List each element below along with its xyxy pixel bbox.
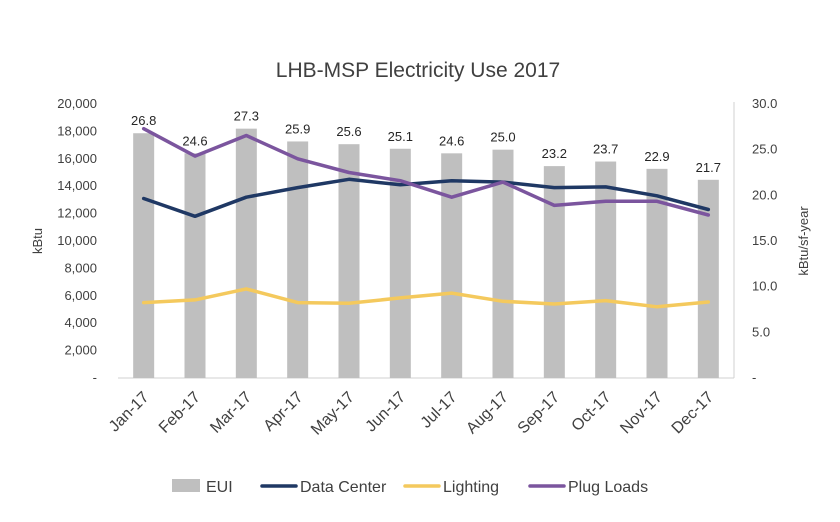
x-tick-label: Apr-17 — [261, 389, 307, 435]
y-tick-label: 4,000 — [64, 315, 97, 330]
y2-tick-label: 25.0 — [752, 142, 777, 157]
x-tick-label: Nov-17 — [617, 389, 666, 438]
x-tick-label: Mar-17 — [207, 389, 255, 437]
y-tick-label: 8,000 — [64, 260, 97, 275]
y2-tick-label: 10.0 — [752, 279, 777, 294]
y-axis-left: - 2,000 4,000 6,000 8,000 10,000 12,000 14,000 1… — [57, 96, 97, 385]
y-tick-label: 16,000 — [57, 151, 97, 166]
legend: EUI Data Center Lighting Plug Loads — [172, 479, 648, 496]
y-tick-label: - — [93, 370, 97, 385]
eui-data-label: 24.6 — [182, 133, 207, 148]
y-tick-label: 14,000 — [57, 178, 97, 193]
y-tick-label: 2,000 — [64, 343, 97, 358]
eui-data-label: 25.9 — [285, 121, 310, 136]
x-tick-label: Sep-17 — [515, 389, 564, 438]
y-tick-label: 18,000 — [57, 123, 97, 138]
eui-data-label: 23.7 — [593, 142, 618, 157]
x-tick-label: Jul-17 — [418, 389, 461, 432]
eui-bar — [389, 148, 411, 378]
lighting-line — [141, 287, 711, 309]
y2-tick-label: - — [752, 370, 756, 385]
legend-swatch-eui — [172, 479, 200, 492]
y-axis-right: - 5.0 10.0 15.0 20.0 25.0 30.0 — [752, 96, 777, 385]
plug-loads-line — [141, 126, 711, 217]
x-tick-label: Jan-17 — [106, 389, 153, 436]
y-tick-label: 20,000 — [57, 96, 97, 111]
eui-data-label: 23.2 — [542, 146, 567, 161]
eui-bar — [441, 153, 463, 378]
y-tick-label: 10,000 — [57, 233, 97, 248]
x-tick-label: Aug-17 — [463, 389, 512, 438]
eui-bar — [338, 144, 360, 378]
y-axis-title-left: kBtu — [30, 228, 45, 254]
eui-bar — [646, 168, 668, 378]
eui-data-label: 24.6 — [439, 133, 464, 148]
y-axis-title-right: kBtu/sf-year — [796, 206, 811, 276]
y2-tick-label: 15.0 — [752, 233, 777, 248]
eui-data-label: 25.0 — [490, 130, 515, 145]
x-tick-label: May-17 — [308, 389, 358, 439]
data-labels: 26.8 24.6 27.3 25.9 25.6 25.1 24.6 25.0 23.2 23.7… — [131, 109, 721, 175]
eui-bar — [184, 153, 206, 378]
eui-bar — [595, 161, 617, 378]
plot-area — [118, 102, 735, 379]
eui-bar — [133, 133, 155, 378]
legend-label-data-center: Data Center — [300, 479, 387, 496]
x-axis: Jan-17 Feb-17 Mar-17 Apr-17 May-17 Jun-17 Jul-… — [106, 389, 717, 439]
legend-label-eui: EUI — [206, 479, 233, 496]
eui-bar — [235, 128, 257, 378]
eui-data-label: 26.8 — [131, 113, 156, 128]
data-center-line — [141, 177, 711, 219]
legend-label-lighting: Lighting — [443, 479, 499, 496]
y2-tick-label: 30.0 — [752, 96, 777, 111]
eui-bar — [543, 166, 565, 378]
chart-title: LHB-MSP Electricity Use 2017 — [276, 59, 560, 82]
eui-bars — [133, 128, 719, 378]
eui-bar — [492, 149, 514, 378]
eui-bar — [697, 179, 719, 378]
y2-tick-label: 5.0 — [752, 324, 770, 339]
x-tick-label: Oct-17 — [569, 389, 615, 435]
eui-data-label: 25.1 — [388, 129, 413, 144]
legend-label-plug-loads: Plug Loads — [568, 479, 648, 496]
y2-tick-label: 20.0 — [752, 187, 777, 202]
y-tick-label: 6,000 — [64, 288, 97, 303]
series-lines — [141, 126, 711, 309]
eui-data-label: 27.3 — [234, 109, 259, 124]
eui-data-label: 22.9 — [644, 149, 669, 164]
x-tick-label: Jun-17 — [363, 389, 410, 436]
eui-data-label: 25.6 — [336, 124, 361, 139]
eui-bar — [287, 141, 309, 378]
eui-data-label: 21.7 — [696, 160, 721, 175]
y-tick-label: 12,000 — [57, 206, 97, 221]
x-tick-label: Dec-17 — [669, 389, 718, 438]
x-tick-label: Feb-17 — [156, 389, 204, 437]
